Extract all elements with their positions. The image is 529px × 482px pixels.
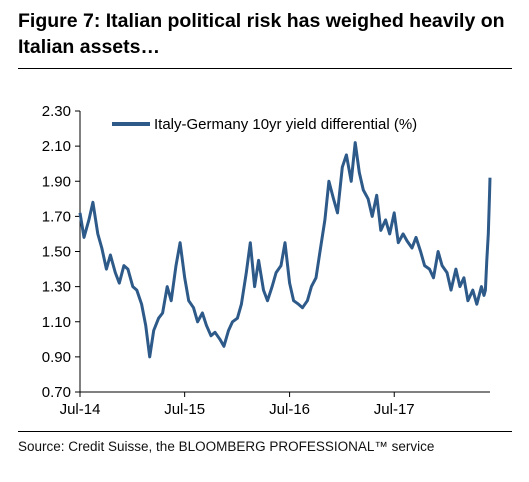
y-tick-label: 1.30 — [42, 279, 71, 296]
title-rule — [18, 68, 512, 69]
y-tick-label: 1.10 — [42, 314, 71, 331]
plot-area — [78, 141, 492, 359]
y-tick-label: 0.90 — [42, 349, 71, 366]
y-tick-label: 2.30 — [42, 103, 71, 120]
y-tick-label: 1.50 — [42, 244, 71, 261]
source-rule — [18, 431, 512, 432]
y-axis: 0.70 0.90 1.10 1.30 1.50 1.70 1.90 2.10 2.30 — [42, 103, 81, 401]
x-tick-label: Jul-15 — [164, 401, 205, 418]
y-tick-label: 1.70 — [42, 208, 71, 225]
legend-label: Italy-Germany 10yr yield differential (%… — [154, 116, 417, 133]
x-axis: Jul-14 Jul-15 Jul-16 Jul-17 — [60, 391, 490, 418]
y-tick-label: 0.70 — [42, 384, 71, 401]
y-tick-label: 2.10 — [42, 138, 71, 155]
figure-title: Figure 7: Italian political risk has wei… — [18, 10, 505, 58]
x-tick-label: Jul-14 — [60, 401, 101, 418]
y-tick-label: 1.90 — [42, 173, 71, 190]
x-tick-label: Jul-16 — [269, 401, 310, 418]
series-line — [78, 141, 492, 359]
legend: Italy-Germany 10yr yield differential (%… — [112, 116, 417, 133]
source-note: Source: Credit Suisse, the BLOOMBERG PRO… — [18, 439, 435, 454]
x-tick-label: Jul-17 — [374, 401, 415, 418]
